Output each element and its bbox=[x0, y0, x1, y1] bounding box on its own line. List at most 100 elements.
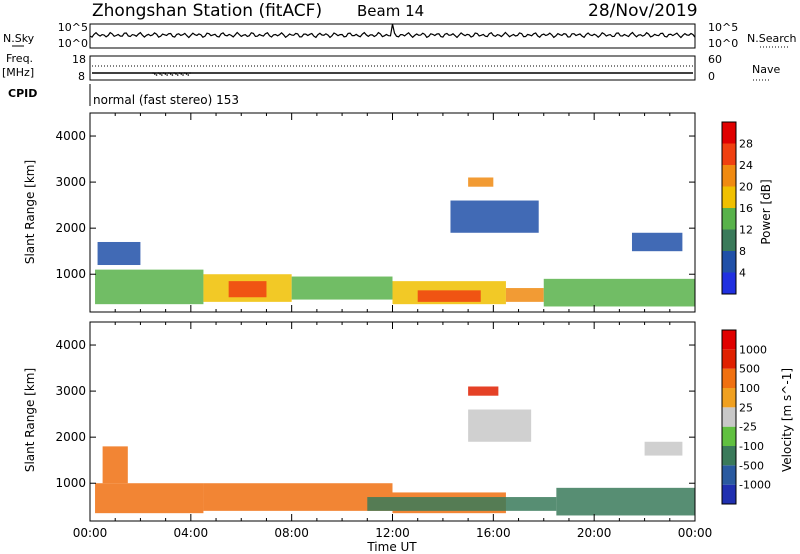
power-colorbar-tick-label: 4 bbox=[739, 267, 746, 280]
cpid-text: normal (fast stereo) 153 bbox=[93, 93, 239, 107]
nsearch-tick-top: 10^5 bbox=[708, 21, 738, 34]
power-colorbar-segment bbox=[722, 208, 736, 230]
velocity-ytick-label: 2000 bbox=[55, 430, 86, 444]
nave-dip-dot bbox=[176, 74, 179, 76]
velocity-colorbar-tick-label: 1000 bbox=[739, 343, 767, 356]
power-cell bbox=[417, 290, 481, 302]
power-colorbar-tick-label: 28 bbox=[739, 138, 753, 151]
power-ytick-label: 1000 bbox=[55, 267, 86, 281]
velocity-colorbar-segment bbox=[722, 426, 736, 446]
nsearch-label: N.Search bbox=[747, 32, 797, 45]
velocity-colorbar-segment bbox=[722, 388, 736, 408]
velocity-cell bbox=[468, 409, 532, 442]
velocity-cell bbox=[556, 487, 695, 516]
nave-dip-dot bbox=[182, 74, 184, 76]
x-tick-label: 12:00 bbox=[375, 526, 410, 540]
velocity-colorbar-tick-label: -100 bbox=[739, 440, 764, 453]
power-colorbar-segment bbox=[722, 229, 736, 251]
nave-dip-dot bbox=[155, 74, 158, 76]
power-colorbar-segment bbox=[722, 122, 736, 144]
nsky-tick-bottom: 10^0 bbox=[58, 37, 88, 50]
power-colorbar-segment bbox=[722, 251, 736, 273]
velocity-colorbar-tick-label: -25 bbox=[739, 421, 757, 434]
power-ytick-label: 4000 bbox=[55, 129, 86, 143]
nave-tick-bottom: 0 bbox=[708, 70, 715, 83]
power-colorbar-tick-label: 12 bbox=[739, 224, 753, 237]
power-ylabel: Slant Range [km] bbox=[23, 160, 37, 264]
nave-dip-dot bbox=[159, 73, 161, 75]
power-colorbar-label: Power [dB] bbox=[759, 179, 773, 244]
power-ytick-label: 2000 bbox=[55, 221, 86, 235]
power-ytick-label: 3000 bbox=[55, 175, 86, 189]
power-cell bbox=[468, 177, 494, 187]
x-tick-label: 00:00 bbox=[678, 526, 713, 540]
velocity-ytick-label: 3000 bbox=[55, 384, 86, 398]
x-tick-label: 08:00 bbox=[274, 526, 309, 540]
nave-dip-dot bbox=[187, 74, 190, 76]
freq-unit: [MHz] bbox=[2, 66, 34, 79]
x-tick-label: 16:00 bbox=[476, 526, 511, 540]
velocity-colorbar-tick-label: 100 bbox=[739, 382, 760, 395]
power-colorbar-segment bbox=[722, 272, 736, 294]
freq-panel bbox=[89, 55, 696, 81]
power-cell bbox=[505, 288, 544, 302]
power-cell bbox=[228, 281, 267, 298]
nsearch-tick-bottom: 10^0 bbox=[708, 37, 738, 50]
velocity-colorbar-segment bbox=[722, 446, 736, 466]
cpid-label: CPID bbox=[8, 87, 37, 100]
nave-dip-dot bbox=[185, 73, 188, 75]
power-colorbar-tick-label: 16 bbox=[739, 202, 753, 215]
velocity-cell bbox=[367, 497, 557, 511]
nave-dip-dot bbox=[157, 72, 160, 74]
velocity-colorbar-segment bbox=[722, 330, 736, 350]
nave-dip-dot bbox=[183, 72, 186, 74]
nave-dip-dot bbox=[164, 73, 167, 75]
nave-dip-dot bbox=[189, 72, 191, 74]
power-colorbar-tick-label: 24 bbox=[739, 159, 753, 172]
velocity-ylabel: Slant Range [km] bbox=[23, 368, 37, 472]
nave-dip-dot bbox=[180, 73, 183, 75]
date-label: 28/Nov/2019 bbox=[588, 1, 698, 21]
power-colorbar-tick-label: 20 bbox=[739, 181, 753, 194]
nave-dip-dot bbox=[153, 73, 156, 75]
nave-label: Nave bbox=[752, 63, 780, 76]
velocity-colorbar: 1000 500 100 25 -25 -100 -500 -1000 bbox=[721, 329, 771, 505]
x-axis: 00:00 04:00 08:00 12:00 16:00 20:00 00:00 bbox=[73, 526, 713, 540]
velocity-cell bbox=[644, 441, 683, 456]
x-tick-label: 00:00 bbox=[73, 526, 108, 540]
nave-dip-dot bbox=[171, 74, 174, 76]
power-cell bbox=[543, 278, 695, 307]
nsky-trace bbox=[89, 23, 696, 39]
velocity-colorbar-label-text: Velocity [m s^-1] bbox=[780, 368, 794, 472]
x-axis-label: Time UT bbox=[366, 540, 417, 554]
power-cell bbox=[97, 241, 141, 266]
freq-tick-bottom: 8 bbox=[78, 70, 85, 83]
nave-dip-dot bbox=[162, 72, 165, 74]
velocity-colorbar-tick-label: -1000 bbox=[739, 479, 771, 492]
power-colorbar-tick-label: 8 bbox=[739, 245, 746, 258]
power-colorbar-segment bbox=[722, 186, 736, 208]
x-tick-label: 20:00 bbox=[577, 526, 612, 540]
power-cell bbox=[631, 232, 683, 252]
velocity-colorbar-frame bbox=[721, 329, 737, 505]
velocity-colorbar-segment bbox=[722, 484, 736, 504]
velocity-ytick-label: 4000 bbox=[55, 338, 86, 352]
nave-dip-dot bbox=[178, 72, 181, 74]
velocity-cell bbox=[468, 386, 499, 396]
velocity-cell bbox=[102, 446, 128, 484]
velocity-cell bbox=[95, 483, 204, 514]
nave-dip-dot bbox=[161, 74, 163, 76]
nave-dip-dot bbox=[152, 72, 154, 74]
nave-dip-dot bbox=[175, 73, 177, 75]
velocity-colorbar-segment bbox=[722, 368, 736, 388]
x-tick-label: 04:00 bbox=[174, 526, 209, 540]
nave-dip-dot bbox=[168, 72, 170, 74]
velocity-colorbar-segment bbox=[722, 349, 736, 369]
velocity-panel: 1000 2000 3000 4000 bbox=[55, 321, 696, 522]
power-colorbar-frame bbox=[721, 121, 737, 295]
power-cell bbox=[95, 269, 204, 305]
power-colorbar-segment bbox=[722, 165, 736, 187]
velocity-ytick-label: 1000 bbox=[55, 476, 86, 490]
power-cell bbox=[291, 276, 393, 300]
